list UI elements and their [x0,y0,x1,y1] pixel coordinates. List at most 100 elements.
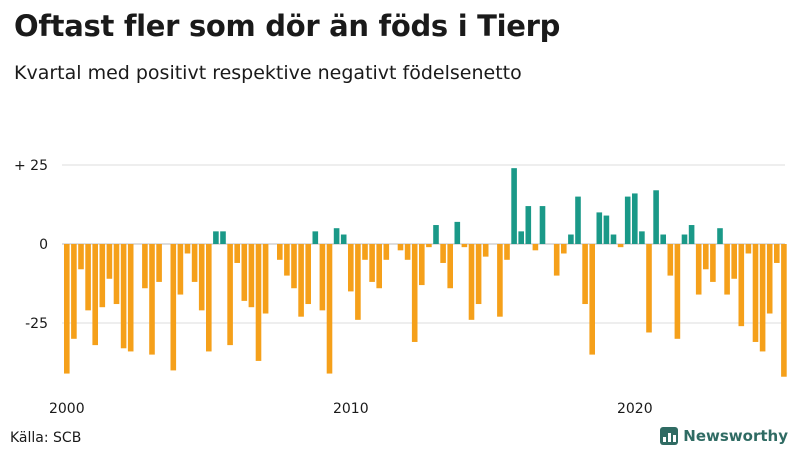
bar [561,244,567,254]
y-tick-label: 0 [39,237,48,253]
bar [234,244,240,263]
bar [305,244,311,305]
bar [397,244,404,251]
bar [745,244,752,254]
bar [497,244,503,317]
x-tick-label: 2020 [617,401,653,417]
x-tick-label: 2000 [49,401,85,417]
bar [688,225,695,244]
bar [326,244,333,374]
bar [113,244,120,305]
bar [156,244,162,282]
bar [106,244,113,279]
bar [383,244,390,260]
bar [632,193,638,244]
bar [241,244,248,301]
bar [660,234,666,244]
bar [191,244,198,282]
bar [667,244,674,276]
bar [340,234,347,244]
bar [646,244,652,333]
source-note: Källa: SCB [10,430,82,446]
bar [511,168,517,244]
bar [71,244,77,339]
bar [369,244,375,282]
bar [419,244,425,286]
bar [362,244,368,260]
bar [184,244,191,254]
bar [582,244,588,305]
bar [333,228,340,244]
bar [738,244,745,327]
bar [170,244,177,371]
bar [206,244,212,352]
brand-name: Newsworthy [683,427,788,445]
y-tick-label: + 25 [14,158,48,174]
bar [99,244,106,308]
bar-chart-icon [660,427,679,445]
bar [376,244,382,289]
bar [426,244,432,248]
x-tick-label: 2010 [333,401,369,417]
bar [411,244,418,342]
bar [475,244,482,305]
bar [213,231,219,244]
bar [255,244,262,361]
axis-labels: + 25 0 -25 2000 2010 2020 [14,158,653,417]
bar [674,244,681,339]
bar [92,244,98,346]
bar [355,244,361,320]
bar [539,206,546,244]
bar [766,244,773,314]
bar [482,244,489,257]
bar [596,212,603,244]
bar [85,244,91,311]
bar [227,244,233,346]
bar [617,244,624,248]
chart-title: Oftast fler som dör än föds i Tierp [14,9,561,43]
bar [553,244,560,276]
bar [781,244,787,377]
bar [610,234,617,244]
bar [468,244,475,320]
bar [312,231,319,244]
bar [568,234,574,244]
bar [454,221,461,244]
bar [142,244,148,289]
bar [731,244,737,279]
bar [220,231,226,244]
bar [319,244,326,311]
bar [695,244,702,295]
bar [447,244,453,289]
bar [575,196,581,244]
bar [348,244,354,292]
bar [404,244,411,260]
chart-subtitle: Kvartal med positivt respektive negativt… [14,62,522,84]
bar [653,190,659,244]
bar [639,231,645,244]
bar [525,206,532,244]
bar [724,244,730,295]
bar [64,244,70,374]
bar [624,196,631,244]
bar [752,244,759,342]
bar [532,244,539,251]
bar [248,244,255,308]
bar [177,244,184,295]
bar-chart: + 25 0 -25 2000 2010 2020 [14,158,787,417]
bar [703,244,709,270]
bar [262,244,269,314]
bar [440,244,446,263]
bar [298,244,304,317]
bar [461,244,468,248]
bar [603,215,610,244]
bar [717,228,723,244]
bar [78,244,84,270]
bar [433,225,439,244]
newsworthy-logo: Newsworthy [660,427,788,445]
bar [120,244,127,349]
bar [149,244,155,355]
bar [284,244,290,276]
bar [759,244,766,352]
bar [681,234,688,244]
